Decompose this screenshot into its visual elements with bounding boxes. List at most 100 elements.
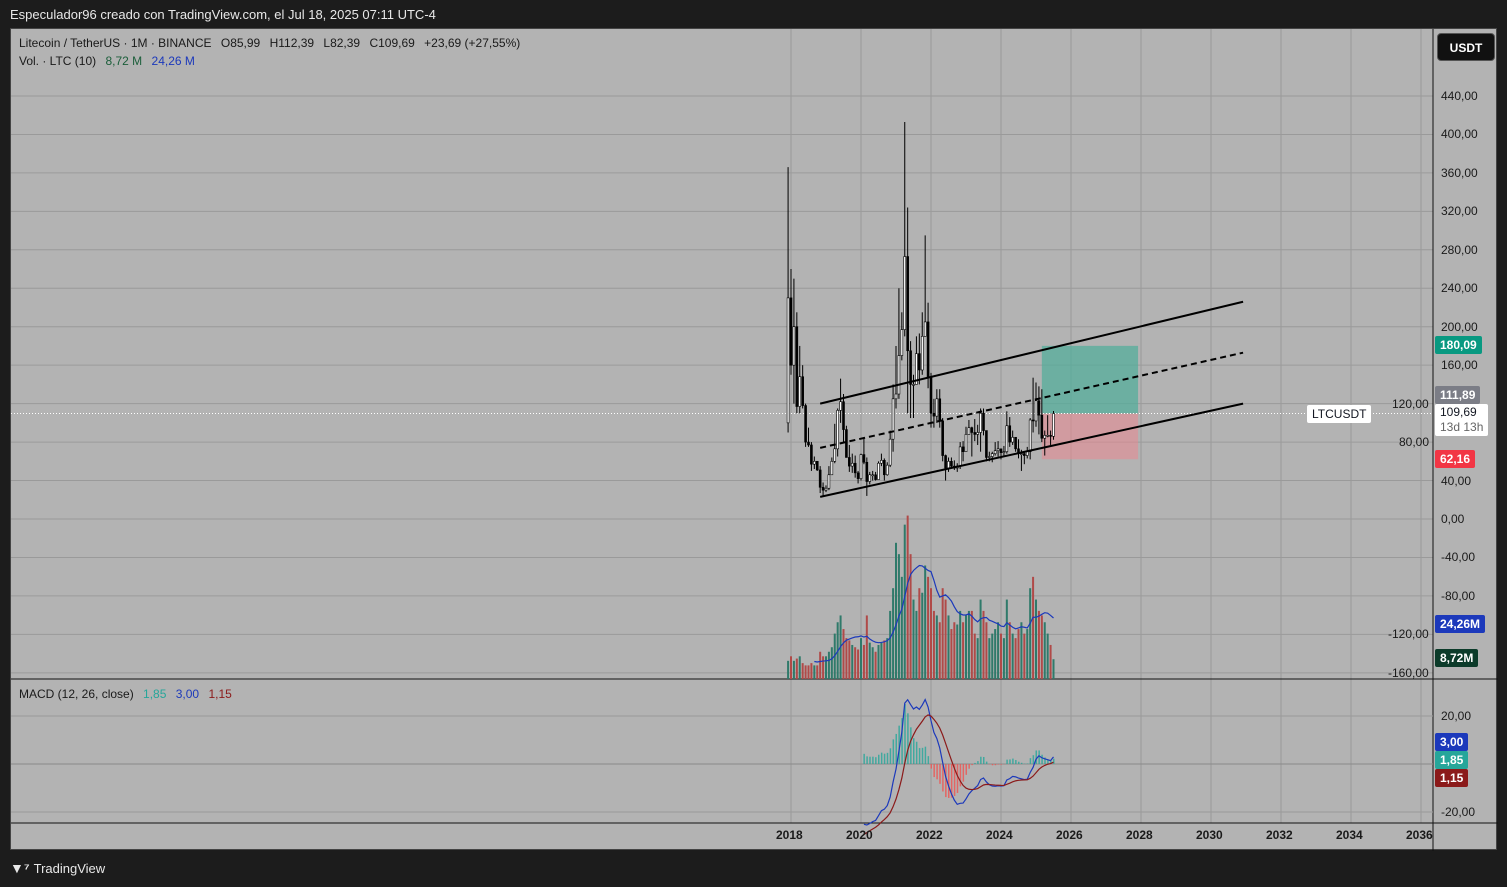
macd-histogram-bar [1047,759,1049,764]
macd-histogram-bar [956,764,959,793]
macd-histogram-bar [907,713,909,764]
volume-bar [967,610,970,679]
volume-bar [868,642,871,679]
target-price-tag: 180,09 [1435,336,1482,354]
bar-countdown: 13d 13h [1440,420,1484,434]
candle [868,474,872,482]
macd-histogram-bar [1032,755,1035,764]
candle [807,441,810,446]
macd-histogram-bar [913,738,915,764]
candle [1034,400,1038,422]
candle [815,461,819,471]
volume-bar [854,647,857,679]
candle [885,464,889,476]
price-chart[interactable] [11,29,1498,851]
volume-bar [1000,633,1002,679]
price-axis-label: 120,00 [1392,396,1429,411]
macd-signal-line [863,714,1054,836]
volume-bar [886,638,889,679]
macd-histogram-bar [1053,758,1055,764]
volume-bar [979,599,982,679]
currency-button[interactable]: USDT [1437,33,1495,61]
candle [993,450,997,454]
macd-histogram-bar [886,752,889,764]
volume-bar [892,588,895,679]
candle [845,429,848,458]
candle [996,448,1000,452]
macd-histogram-bar [904,704,906,764]
volume-bar [997,622,1000,679]
candle [804,405,807,443]
candle [915,353,918,385]
volume-bar [941,588,944,679]
macd-hist-value: 1,85 [143,687,167,701]
volume-bar [915,610,918,679]
tradingview-brand[interactable]: ▼⁷ TradingView [10,860,105,876]
volume-bar [1049,644,1052,679]
macd-histogram-bar [921,747,924,764]
macd-histogram-bar [1012,758,1014,764]
candle [883,460,886,476]
time-axis-label: 2022 [916,828,943,842]
volume-bar [1002,638,1005,679]
macd-histogram-bar [968,764,970,769]
macd-histogram-bar [942,764,944,792]
volume-bar [889,610,892,679]
volume-value: 8,72 M [105,54,143,68]
volume-ma-line [814,564,1054,663]
ohlc-open: O85,99 [220,36,261,50]
volume-bar [909,554,912,679]
macd-histogram-bar [936,764,938,780]
candle [1028,419,1032,453]
volume-bar [932,610,935,679]
macd-histogram-bar [983,756,985,764]
macd-histogram-bar [901,718,903,764]
volume-bar [792,660,795,679]
volume-bar [880,642,883,679]
macd-histogram-bar [1000,764,1002,765]
candle [985,430,988,458]
volume-bar [906,515,909,679]
macd-label[interactable]: MACD (12, 26, close) [19,687,134,701]
time-axis-label: 2036 [1406,828,1433,842]
volume-bar [883,640,886,679]
volume-bar [973,633,976,679]
macd-axis-label: 20,00 [1441,709,1472,723]
macd-histogram-bar [895,733,897,764]
candle [850,462,854,467]
volume-bar [927,576,930,679]
macd-histogram-bar [918,748,921,764]
channel-lower-line [819,402,1244,498]
volume-bar [994,629,997,679]
volume-bar [944,599,947,679]
volume-bar [1026,629,1029,679]
volume-bar [976,638,979,679]
volume-bar [819,651,822,679]
candle [923,321,927,337]
price-axis-label: -40,00 [1441,550,1476,565]
symbol-name[interactable]: Litecoin / TetherUS · 1M · BINANCE [19,36,212,50]
volume-bar [865,615,868,679]
volume-bar [1046,633,1049,679]
price-axis-label: 80,00 [1399,435,1430,450]
macd-histogram-bar [915,741,918,764]
macd-histogram-bar [1044,757,1046,764]
candle [1031,419,1035,422]
volume-label[interactable]: Vol. · LTC (10) [19,54,97,68]
macd-histogram-bar [930,764,932,769]
volume-bar [862,644,865,679]
macd-histogram-bar [924,746,927,764]
candle [786,297,790,424]
candle [950,461,953,467]
chart-frame[interactable]: Litecoin / TetherUS · 1M · BINANCE O85,9… [10,28,1498,851]
candle [810,444,813,465]
candle [865,461,869,482]
macd-histogram-bar [1035,750,1037,764]
candle [918,353,921,371]
volume-bar [787,660,790,679]
high-price-tag: 111,89 [1435,386,1481,404]
candle [891,398,895,440]
ohlc-low: L82,39 [323,36,361,50]
volume-bar [903,524,906,679]
candle [926,321,930,378]
